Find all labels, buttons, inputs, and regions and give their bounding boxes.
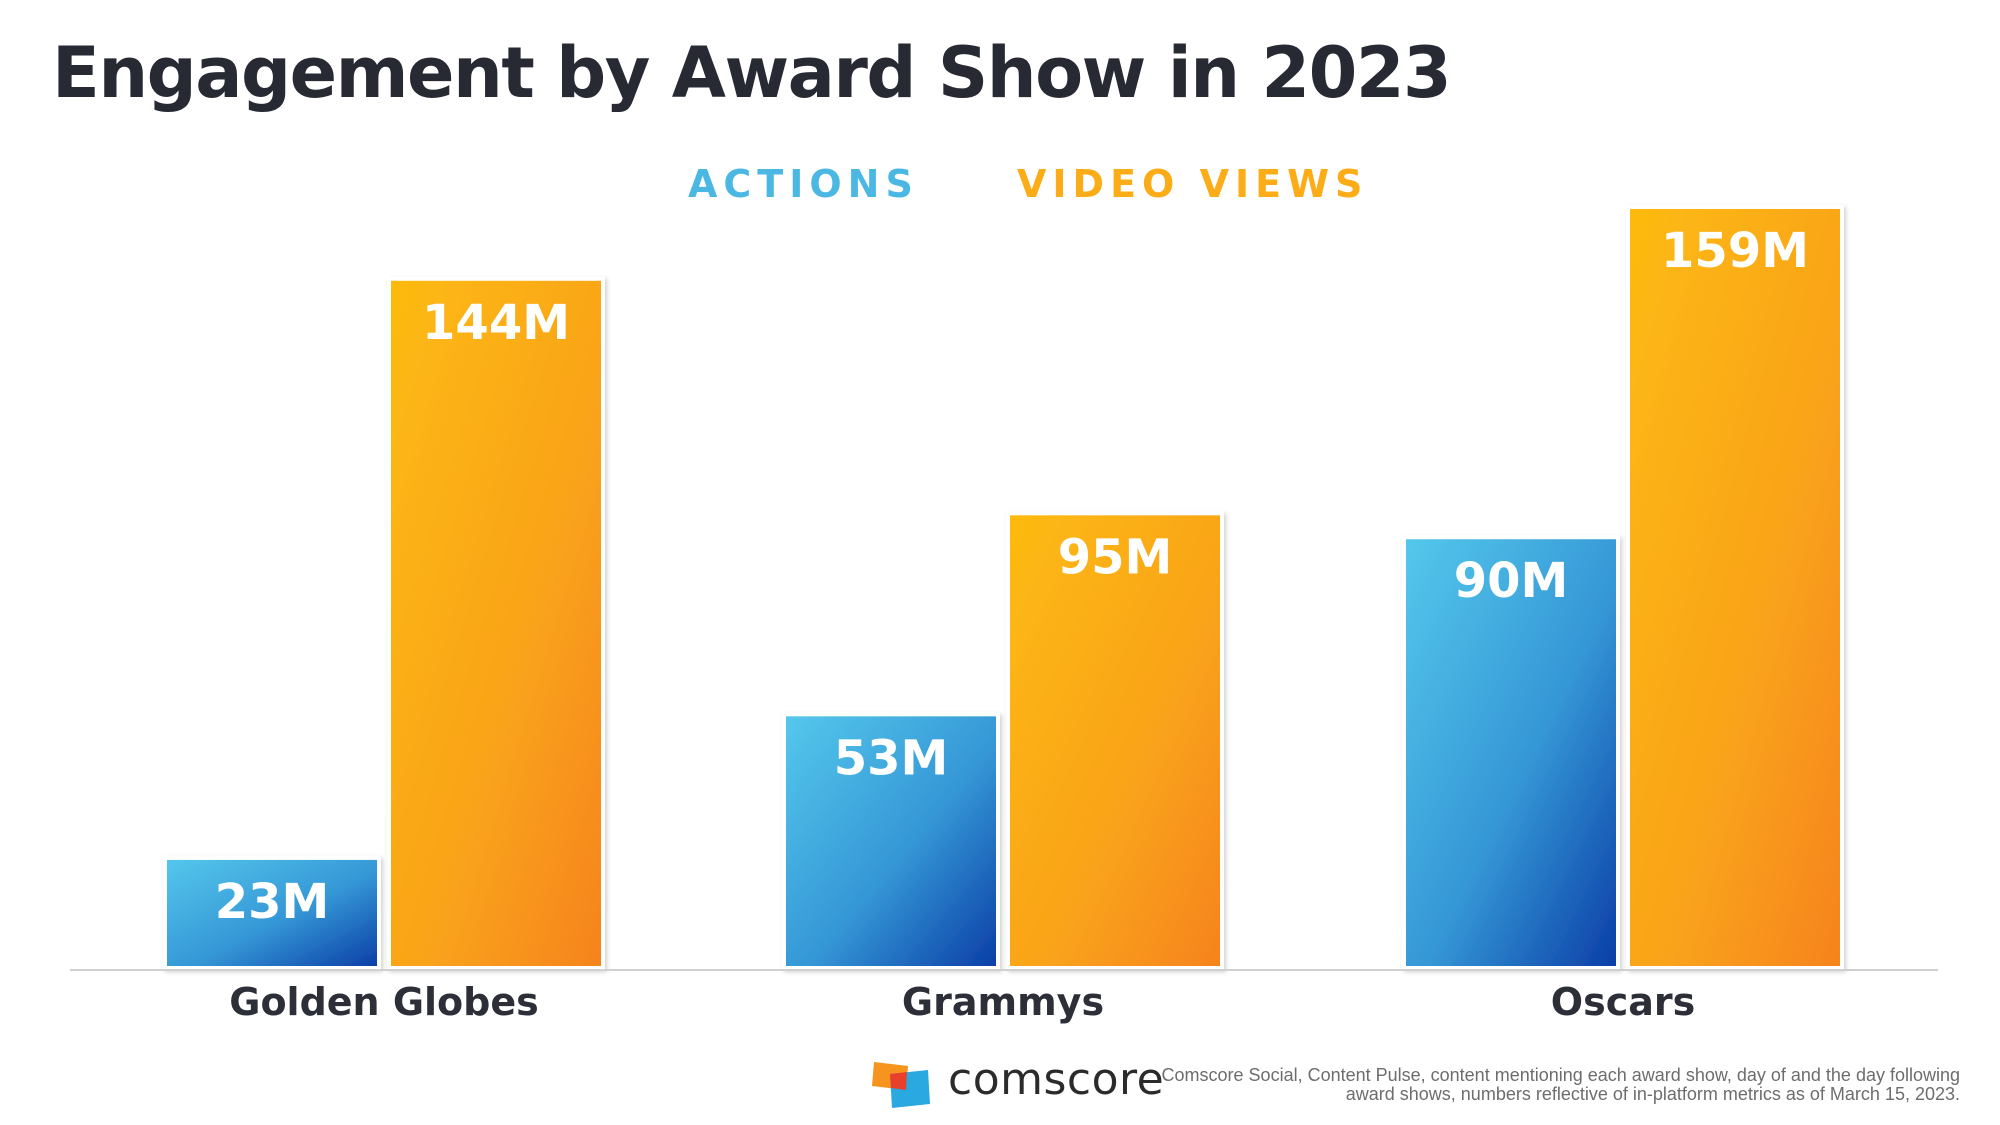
legend-item-video-views: VIDEO VIEWS — [1017, 162, 1369, 206]
bar-oscars-video-views — [1626, 205, 1844, 970]
data-label-grammys-actions: 53M — [834, 730, 949, 786]
chart-title: Engagement by Award Show in 2023 — [52, 32, 1452, 114]
bar-grammys-actions — [782, 712, 1000, 970]
bar-chart: 23M 144M Golden Globes 53M 95M Grammys 90M 159M… — [70, 205, 1938, 1024]
category-label-oscars: Oscars — [1551, 980, 1695, 1024]
data-label-oscars-video-views: 159M — [1661, 223, 1809, 279]
bar-golden-globes-actions — [163, 855, 381, 970]
bar-oscars-actions — [1402, 535, 1620, 971]
category-label-golden-globes: Golden Globes — [229, 980, 539, 1024]
bar-golden-globes-video-views — [387, 276, 605, 970]
legend-item-actions: ACTIONS — [688, 162, 919, 206]
data-label-oscars-actions: 90M — [1454, 553, 1569, 609]
comscore-logo-icon — [872, 1062, 930, 1108]
logo-wordmark: comscore — [948, 1054, 1165, 1105]
data-label-grammys-video-views: 95M — [1058, 529, 1173, 585]
category-label-grammys: Grammys — [902, 980, 1104, 1024]
data-label-golden-globes-video-views: 144M — [422, 295, 570, 351]
data-label-golden-globes-actions: 23M — [215, 874, 330, 930]
bar-grammys-video-views — [1006, 511, 1224, 970]
source-note: Comscore Social, Content Pulse, content … — [1161, 1065, 1960, 1104]
